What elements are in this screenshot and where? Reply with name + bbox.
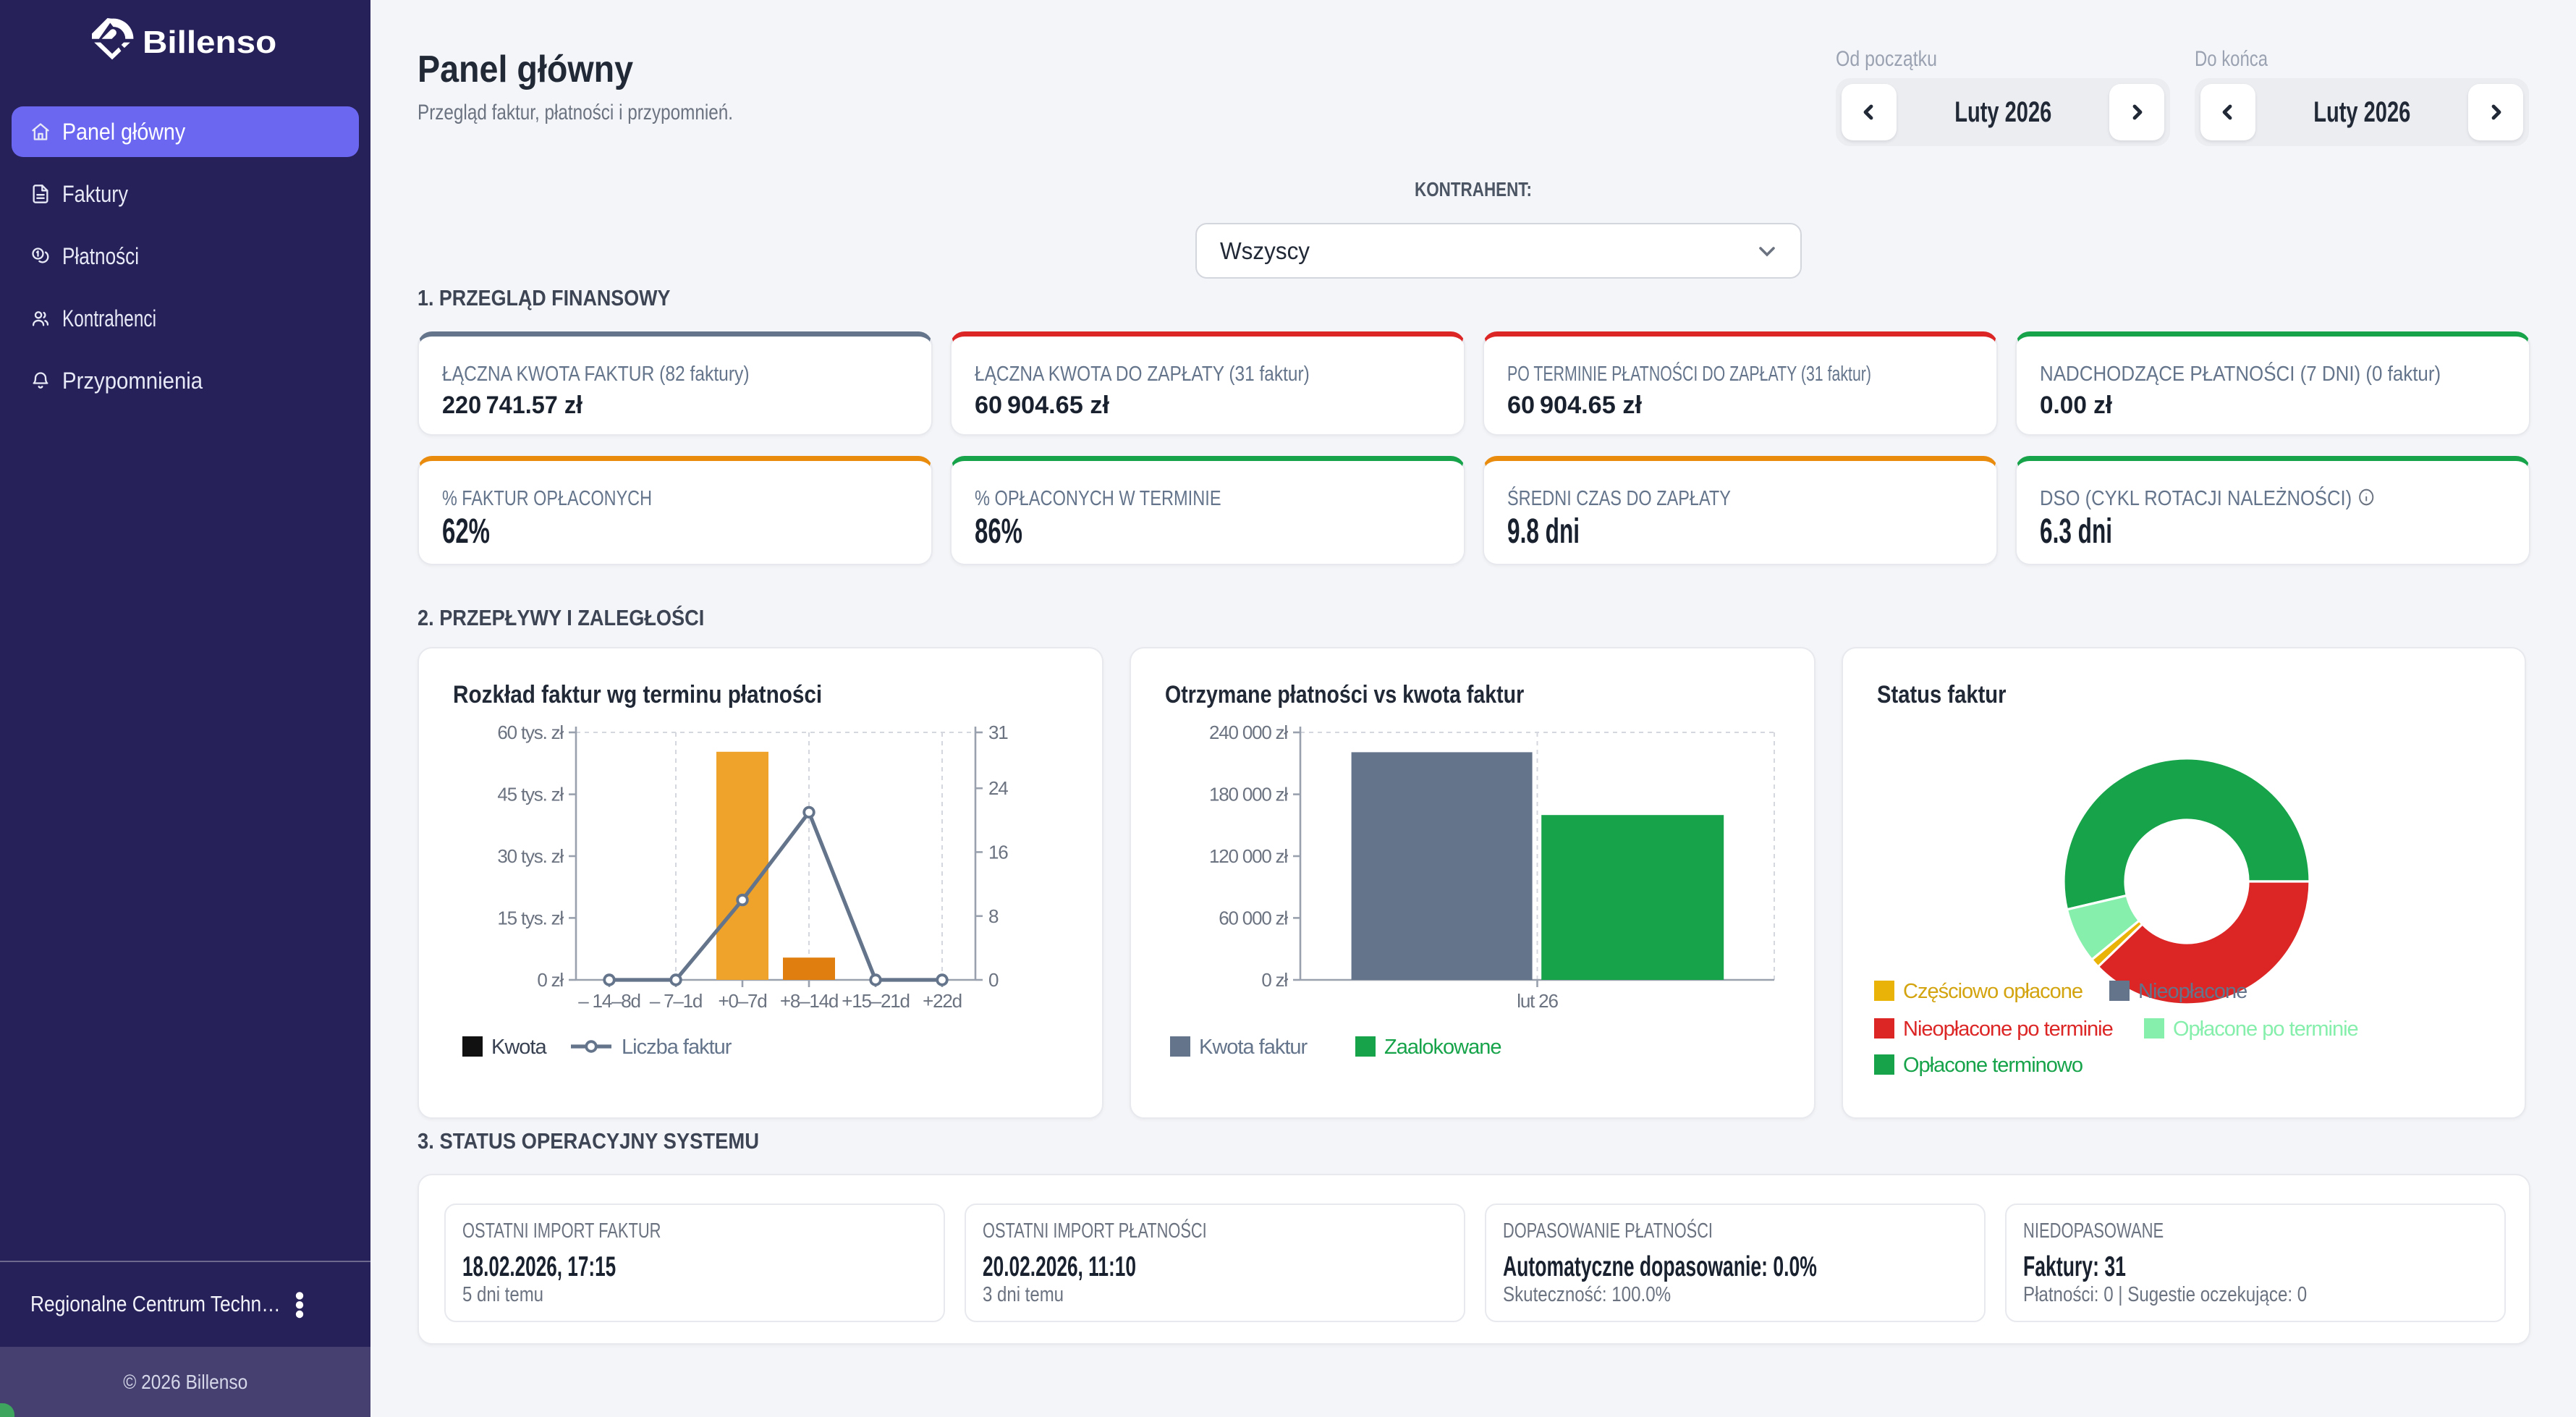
svg-text:30 tys. zł: 30 tys. zł xyxy=(497,845,564,867)
svg-text:45 tys. zł: 45 tys. zł xyxy=(497,783,564,805)
svg-text:– 7–1d: – 7–1d xyxy=(650,990,702,1012)
svg-text:16: 16 xyxy=(988,841,1008,863)
svg-text:8: 8 xyxy=(988,905,999,927)
svg-text:+0–7d: +0–7d xyxy=(718,990,766,1012)
svg-text:+8–14d: +8–14d xyxy=(780,990,838,1012)
svg-text:60 tys. zł: 60 tys. zł xyxy=(497,722,564,743)
svg-text:Kwota faktur: Kwota faktur xyxy=(1199,1036,1308,1059)
svg-text:lut 26: lut 26 xyxy=(1517,990,1558,1012)
svg-text:240 000 zł: 240 000 zł xyxy=(1209,722,1288,743)
svg-text:180 000 zł: 180 000 zł xyxy=(1209,783,1288,805)
svg-text:Zaalokowane: Zaalokowane xyxy=(1384,1036,1501,1059)
svg-text:+22d: +22d xyxy=(923,990,962,1012)
svg-text:15 tys. zł: 15 tys. zł xyxy=(497,908,564,929)
svg-text:0: 0 xyxy=(988,969,999,991)
svg-text:60 000 zł: 60 000 zł xyxy=(1219,908,1288,929)
svg-text:31: 31 xyxy=(988,722,1008,743)
svg-text:+15–21d: +15–21d xyxy=(842,990,910,1012)
svg-text:0 zł: 0 zł xyxy=(1261,969,1288,991)
svg-text:0 zł: 0 zł xyxy=(537,969,564,991)
svg-text:Liczba faktur: Liczba faktur xyxy=(622,1036,732,1059)
svg-text:120 000 zł: 120 000 zł xyxy=(1209,845,1288,867)
svg-text:24: 24 xyxy=(988,777,1008,799)
svg-text:– 14–8d: – 14–8d xyxy=(578,990,640,1012)
svg-text:Kwota: Kwota xyxy=(491,1036,547,1059)
